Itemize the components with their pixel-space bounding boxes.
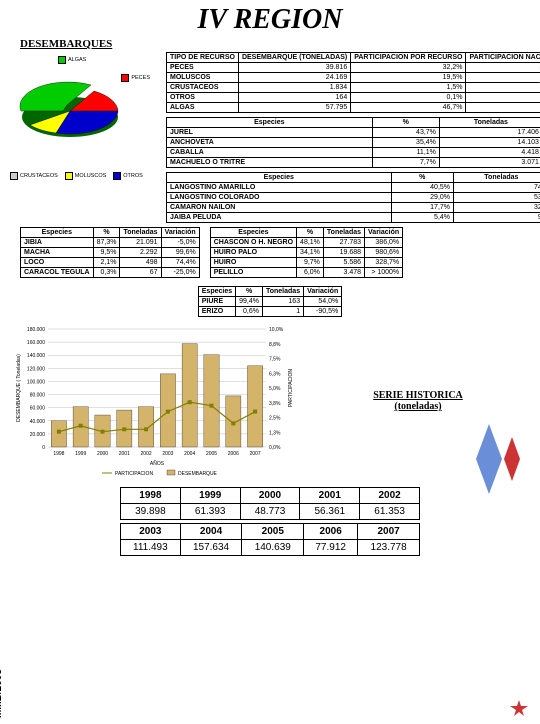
svg-text:DESEMBARQUE ( Toneladas): DESEMBARQUE ( Toneladas)	[16, 354, 22, 422]
svg-text:DESEMBARQUE: DESEMBARQUE	[178, 471, 218, 477]
svg-text:PARTICIPACION: PARTICIPACION	[115, 471, 153, 477]
desembarques-label: DESEMBARQUES	[20, 38, 540, 50]
svg-text:120.000: 120.000	[27, 366, 45, 372]
chart-row: 0 20.000 40.000 60.000 80.000 100.000 120.000 1…	[0, 321, 540, 481]
years-table-a: 1998199920002001200239.89861.39348.77356…	[120, 487, 420, 520]
svg-text:2001: 2001	[119, 451, 130, 457]
legend-moluscos: OTROS	[113, 172, 143, 180]
svg-text:2007: 2007	[250, 451, 261, 457]
species-table-2: Especies%ToneladasVariaciónLANGOSTINO AM…	[166, 172, 540, 223]
svg-text:1998: 1998	[53, 451, 64, 457]
species-table-1: Especies%ToneladasVariaciónJUREL43,7%17.…	[166, 117, 540, 168]
species-table-4: Especies%ToneladasVariaciónCHASCON O H. …	[210, 227, 403, 278]
footer-logo	[508, 700, 530, 716]
svg-text:6,3%: 6,3%	[269, 371, 281, 377]
years-table-b: 20032004200520062007111.493157.634140.63…	[120, 523, 420, 556]
serie-historica-block: SERIE HISTORICA (toneladas)	[306, 390, 530, 412]
svg-text:3,8%: 3,8%	[269, 401, 281, 407]
years-tables: 1998199920002001200239.89861.39348.77356…	[120, 487, 420, 556]
svg-text:20.000: 20.000	[30, 432, 46, 438]
center-small-table: Especies%ToneladasVariaciónPIURE99,4%163…	[170, 286, 370, 317]
page-title: IV REGION	[0, 4, 540, 36]
svg-text:40.000: 40.000	[30, 419, 46, 425]
mid-tables-row: Especies%ToneladasVariaciónJIBIA87,3%21.…	[0, 223, 540, 282]
svg-text:2,5%: 2,5%	[269, 416, 281, 422]
svg-text:1999: 1999	[75, 451, 86, 457]
top-row: ALGAS PECES CRUSTACEOS MOLUSCOS OTROS TI…	[0, 52, 540, 223]
svg-text:2003: 2003	[162, 451, 173, 457]
deco-diamond-blue	[476, 424, 502, 494]
svg-text:2006: 2006	[228, 451, 239, 457]
svg-text:60.000: 60.000	[30, 406, 46, 412]
main-table: TIPO DE RECURSODESEMBARQUE (TONELADAS)PA…	[166, 52, 540, 113]
svg-text:80.000: 80.000	[30, 393, 46, 399]
serie-historica-subtitle: (toneladas)	[306, 401, 530, 412]
svg-text:140.000: 140.000	[27, 353, 45, 359]
svg-text:PARTICIPACION: PARTICIPACION	[288, 369, 294, 407]
species-table-3: Especies%ToneladasVariaciónJIBIA87,3%21.…	[20, 227, 200, 278]
svg-text:1,3%: 1,3%	[269, 430, 281, 436]
legend-algas: ALGAS	[58, 56, 86, 64]
pie-chart-area: ALGAS PECES CRUSTACEOS MOLUSCOS OTROS	[10, 52, 160, 182]
svg-text:2004: 2004	[184, 451, 195, 457]
species-table-5: Especies%ToneladasVariaciónPIURE99,4%163…	[198, 286, 342, 317]
legend-crustaceos: MOLUSCOS	[65, 172, 106, 180]
legend-otros: CRUSTACEOS	[10, 172, 58, 180]
decorative-shapes	[476, 424, 520, 494]
svg-text:5,0%: 5,0%	[269, 386, 281, 392]
deco-diamond-red	[504, 437, 520, 481]
year-watermark: 2007	[534, 32, 540, 90]
star-icon	[508, 700, 530, 716]
svg-text:100.000: 100.000	[27, 379, 45, 385]
svg-text:0: 0	[42, 445, 45, 451]
svg-text:160.000: 160.000	[27, 340, 45, 346]
svg-text:180.000: 180.000	[27, 327, 45, 333]
footer-left: MMB/2008	[0, 669, 4, 718]
serie-historica-title: SERIE HISTORICA	[306, 390, 530, 401]
combo-chart-svg: 0 20.000 40.000 60.000 80.000 100.000 120.000 1…	[10, 321, 300, 481]
svg-text:7,5%: 7,5%	[269, 357, 281, 363]
svg-text:2002: 2002	[141, 451, 152, 457]
combo-chart: 0 20.000 40.000 60.000 80.000 100.000 120.000 1…	[10, 321, 300, 481]
legend-peces: PECES	[121, 74, 150, 82]
svg-text:8,8%: 8,8%	[269, 342, 281, 348]
right-tables-stack: TIPO DE RECURSODESEMBARQUE (TONELADAS)PA…	[166, 52, 540, 223]
svg-text:0,0%: 0,0%	[269, 445, 281, 451]
svg-text:AÑOS: AÑOS	[150, 460, 165, 467]
svg-text:2000: 2000	[97, 451, 108, 457]
svg-text:10,0%: 10,0%	[269, 327, 284, 333]
svg-text:2005: 2005	[206, 451, 217, 457]
